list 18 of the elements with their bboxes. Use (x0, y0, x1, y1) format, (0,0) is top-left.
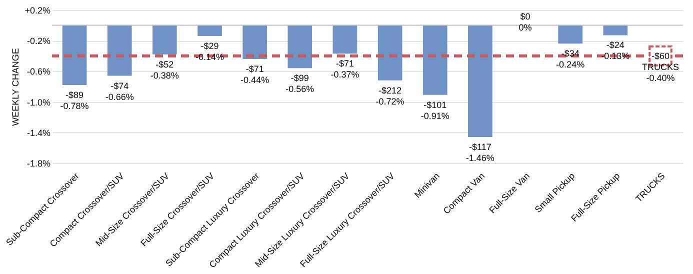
data-label: -$52 -0.38% (150, 59, 179, 80)
data-label: -$74 -0.66% (105, 80, 134, 102)
y-axis-title: WEEKLY CHANGE (10, 48, 21, 126)
data-label: $0 0% (518, 11, 532, 32)
y-tick-label: -0.6% (26, 66, 50, 77)
data-label: -$117 -1.46% (466, 142, 494, 163)
data-label: -$101 -0.91% (420, 100, 450, 121)
data-label: -$212 -0.72% (376, 85, 404, 106)
ref-line-label: -$60 TRUCKS -0.40% (642, 50, 679, 83)
data-label: -$99 -0.56% (286, 73, 314, 94)
y-tick-label: -1.4% (26, 128, 50, 138)
y-tick-label: -0.2% (26, 36, 50, 46)
data-label: -$71 -0.44% (240, 64, 270, 85)
y-tick-label: -1.0% (26, 97, 50, 108)
y-tick-label: -1.8% (26, 158, 50, 168)
y-tick-label: +0.2% (24, 6, 50, 16)
data-label: -$71 -0.37% (330, 58, 360, 80)
data-label: -$89 -0.78% (60, 90, 89, 111)
